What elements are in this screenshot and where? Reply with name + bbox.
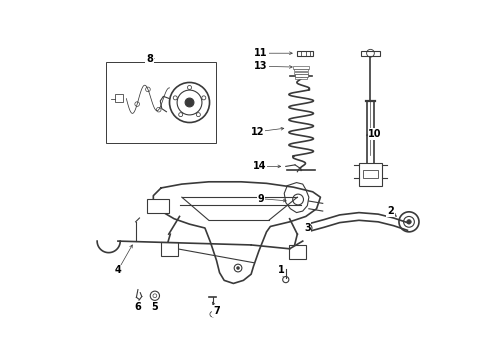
Bar — [361, 51, 380, 56]
Text: 14: 14 — [253, 161, 267, 171]
Bar — [294, 75, 308, 77]
Text: 8: 8 — [146, 54, 153, 64]
Bar — [294, 66, 309, 69]
Text: 6: 6 — [135, 302, 141, 311]
Text: 7: 7 — [213, 306, 220, 316]
Text: 5: 5 — [151, 302, 158, 311]
Bar — [363, 170, 378, 178]
Bar — [147, 199, 169, 213]
Circle shape — [237, 266, 240, 270]
Circle shape — [185, 98, 194, 107]
Bar — [294, 69, 309, 71]
Bar — [295, 77, 307, 80]
Circle shape — [307, 226, 310, 230]
Bar — [297, 51, 313, 55]
Circle shape — [407, 220, 411, 224]
Bar — [115, 94, 122, 103]
Text: 1: 1 — [278, 265, 285, 275]
Bar — [106, 62, 217, 143]
Bar — [161, 242, 178, 256]
Text: 2: 2 — [387, 206, 394, 216]
Text: 12: 12 — [250, 127, 264, 137]
Bar — [359, 163, 382, 186]
Bar — [294, 72, 308, 74]
Text: 3: 3 — [304, 223, 311, 233]
Text: 13: 13 — [254, 61, 268, 71]
Text: 10: 10 — [368, 129, 382, 139]
Text: 9: 9 — [258, 194, 265, 204]
Text: 4: 4 — [115, 265, 122, 275]
Bar — [289, 245, 306, 259]
Text: 11: 11 — [254, 48, 268, 58]
